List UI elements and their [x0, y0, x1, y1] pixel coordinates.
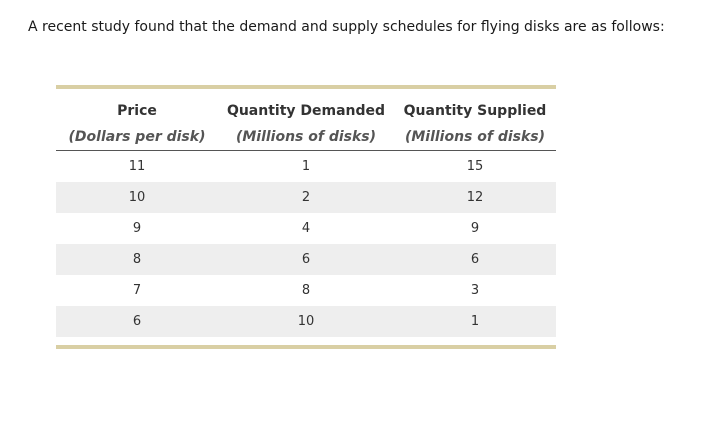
- quantity-supplied-cell: 1: [394, 306, 556, 337]
- quantity-supplied-cell: 3: [470, 283, 480, 298]
- quantity-demanded-cell: 4: [301, 221, 311, 236]
- quantity-supplied-cell: 9: [470, 221, 480, 236]
- quantity-demanded-cell: 8: [301, 283, 311, 298]
- table-row: 10 2 12: [56, 182, 556, 213]
- schedule-table-container: Price Quantity Demanded Quantity Supplie…: [56, 85, 556, 349]
- table-bottom-rule: [56, 345, 556, 349]
- header-row: Price Quantity Demanded Quantity Supplie…: [56, 89, 556, 123]
- quantity-demanded-cell: 1: [301, 159, 311, 174]
- price-cell: 9: [132, 221, 142, 236]
- price-cell: 7: [132, 283, 142, 298]
- subheader-supplied-unit: (Millions of disks): [394, 123, 556, 151]
- quantity-demanded-cell: 2: [218, 182, 394, 213]
- table-row: 9 4 9: [56, 213, 556, 244]
- price-cell: 10: [56, 182, 218, 213]
- quantity-demanded-cell: 6: [218, 244, 394, 275]
- subheader-demanded-unit: (Millions of disks): [218, 123, 394, 151]
- schedule-table: Price Quantity Demanded Quantity Supplie…: [56, 89, 556, 337]
- price-cell: 6: [56, 306, 218, 337]
- header-price: Price: [117, 103, 157, 119]
- table-row: 8 6 6: [56, 244, 556, 275]
- table-top-rule: [56, 85, 556, 89]
- subheader-row: (Dollars per disk) (Millions of disks) (…: [56, 123, 556, 151]
- price-cell: 8: [56, 244, 218, 275]
- quantity-supplied-cell: 12: [394, 182, 556, 213]
- quantity-supplied-cell: 15: [466, 159, 484, 174]
- quantity-supplied-cell: 6: [394, 244, 556, 275]
- quantity-demanded-cell: 10: [218, 306, 394, 337]
- header-quantity-demanded: Quantity Demanded: [226, 103, 386, 119]
- table-row: 11 1 15: [56, 151, 556, 183]
- table-row: 7 8 3: [56, 275, 556, 306]
- table-row: 6 10 1: [56, 306, 556, 337]
- price-cell: 11: [128, 159, 146, 174]
- intro-text: A recent study found that the demand and…: [28, 19, 665, 35]
- subheader-price-unit: (Dollars per disk): [56, 123, 218, 151]
- header-quantity-supplied: Quantity Supplied: [403, 103, 547, 119]
